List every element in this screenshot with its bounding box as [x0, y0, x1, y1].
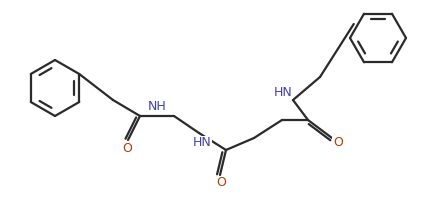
Text: O: O [216, 177, 226, 189]
Text: HN: HN [193, 136, 211, 150]
Text: O: O [122, 141, 132, 154]
Text: HN: HN [274, 85, 292, 99]
Text: O: O [333, 136, 343, 148]
Text: NH: NH [148, 101, 166, 113]
